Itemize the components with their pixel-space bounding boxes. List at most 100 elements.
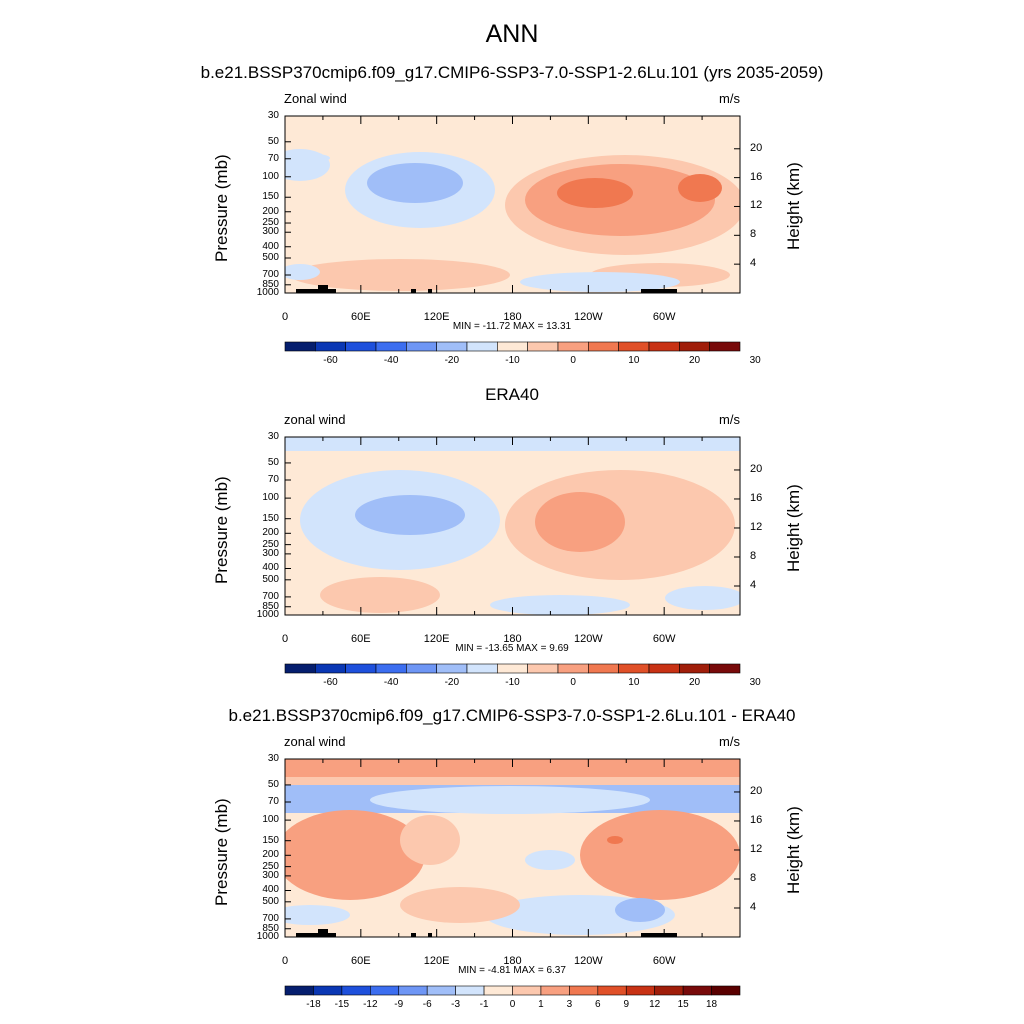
ytick-label: 700 — [262, 912, 279, 924]
ytick-label: 70 — [267, 474, 279, 485]
contour-pos — [580, 810, 740, 900]
xtick-label: 180 — [503, 311, 522, 323]
colorbar-tick-label: -60 — [323, 355, 338, 366]
ytick-right-label: 8 — [750, 549, 757, 562]
xtick-label: 60W — [652, 311, 676, 323]
panel-2-stats: MIN = -13.65 MAX = 9.69 — [455, 643, 569, 654]
ytick-label: 50 — [267, 456, 279, 468]
ytick-right-label: 12 — [750, 842, 763, 855]
colorbar-tick-label: 30 — [749, 677, 761, 688]
panel-1-title: b.e21.BSSP370cmip6.f09_g17.CMIP6-SSP3-7.… — [200, 63, 824, 82]
ytick-right-label: 4 — [750, 578, 757, 591]
ytick-right-label: 8 — [750, 228, 757, 241]
ytick-label: 700 — [262, 590, 279, 602]
ytick-right-label: 20 — [750, 141, 763, 154]
contour-pos — [535, 492, 625, 552]
ytick-label: 250 — [262, 860, 279, 872]
ytick-label: 30 — [267, 431, 279, 442]
ytick-label: 200 — [262, 849, 279, 861]
xtick-label: 60E — [351, 955, 371, 967]
ytick-label: 30 — [267, 110, 279, 121]
ytick-right-label: 4 — [750, 257, 757, 270]
topography — [411, 289, 416, 293]
ytick-label: 150 — [262, 512, 279, 524]
ytick-label: 400 — [262, 240, 279, 252]
ytick-right-label: 16 — [750, 491, 763, 504]
ytick-label: 250 — [262, 538, 279, 550]
ytick-label: 100 — [262, 814, 279, 826]
xtick-label: 120W — [573, 311, 603, 323]
colorbar-tick-label: -1 — [479, 999, 489, 1010]
ytick-label: 500 — [262, 573, 279, 585]
topography — [296, 289, 336, 293]
colorbar-tick-label: 9 — [623, 999, 630, 1010]
colorbar-tick-label: -40 — [383, 355, 399, 366]
ytick-label: 850 — [262, 922, 279, 934]
ytick-label: 250 — [262, 217, 279, 229]
colorbar-tick-label: -12 — [363, 999, 378, 1010]
ytick-label: 300 — [262, 869, 279, 881]
topography — [411, 933, 416, 937]
panel-2-field — [285, 437, 740, 615]
ytick-right-label: 16 — [750, 813, 763, 826]
ytick-label: 850 — [262, 278, 279, 290]
ytick-label: 400 — [262, 884, 279, 896]
contour-neg — [615, 898, 665, 922]
colorbar-tick-label: -15 — [334, 999, 350, 1010]
panel-3-field — [285, 759, 740, 937]
xtick-label: 60E — [351, 311, 371, 323]
ytick-label: 150 — [262, 834, 279, 846]
ytick-right-label: 12 — [750, 520, 763, 533]
xtick-label: 0 — [281, 633, 289, 645]
contour-pos — [320, 577, 440, 613]
panel-2-title: ERA40 — [485, 385, 539, 404]
colorbar-tick-label: -20 — [444, 677, 460, 688]
contour-pos — [400, 887, 520, 923]
xtick-label: 180 — [503, 955, 522, 967]
ytick-right-label: 12 — [750, 199, 763, 212]
contour-pos — [285, 810, 425, 900]
colorbar-tick-label: -9 — [394, 999, 404, 1010]
xtick-label: 60W — [652, 955, 676, 967]
contour-pos — [607, 836, 623, 844]
panel-1-stats: MIN = -11.72 MAX = 13.31 — [452, 321, 572, 332]
ytick-label: 30 — [267, 753, 279, 764]
panel-2-units: m/s — [719, 412, 740, 427]
ytick-label: 70 — [267, 152, 279, 164]
ytick-label: 200 — [262, 205, 279, 217]
colorbar-tick-label: -60 — [323, 677, 338, 688]
xtick-label: 60E — [351, 633, 371, 645]
contour-pos — [285, 759, 740, 777]
topography — [296, 933, 336, 937]
colorbar-tick-label: 20 — [688, 355, 701, 366]
xtick-label: 0 — [281, 311, 289, 323]
colorbar-tick-label: 18 — [706, 999, 718, 1010]
topography — [428, 289, 432, 293]
xtick-label: 120E — [423, 633, 450, 645]
colorbar-tick-label: -18 — [306, 999, 321, 1010]
colorbar-tick-label: 6 — [595, 999, 601, 1010]
xtick-label: 180 — [503, 633, 522, 645]
ytick-right-label: 20 — [750, 784, 763, 797]
ytick-label: 1000 — [256, 287, 279, 298]
ytick-label: 300 — [262, 547, 279, 559]
contour-neg — [520, 272, 680, 292]
topography — [641, 289, 677, 293]
colorbar-tick-label: 20 — [688, 677, 701, 688]
colorbar-tick-label: -10 — [505, 355, 520, 366]
colorbar-tick-label: 10 — [628, 355, 640, 366]
ytick-label: 150 — [262, 191, 279, 203]
ytick-label: 100 — [262, 492, 279, 504]
panel-1-field — [285, 116, 740, 293]
panel-1-left-label: Zonal wind — [284, 91, 347, 106]
colorbar-box — [709, 663, 741, 674]
colorbar-tick-label: 0 — [570, 677, 576, 688]
ytick-right-label: 4 — [750, 900, 757, 913]
ytick-label: 300 — [262, 226, 279, 238]
contour-neg — [490, 595, 630, 615]
ytick-label: 700 — [262, 268, 279, 280]
ytick-label: 50 — [267, 135, 279, 147]
colorbar-tick-label: -3 — [451, 999, 461, 1010]
